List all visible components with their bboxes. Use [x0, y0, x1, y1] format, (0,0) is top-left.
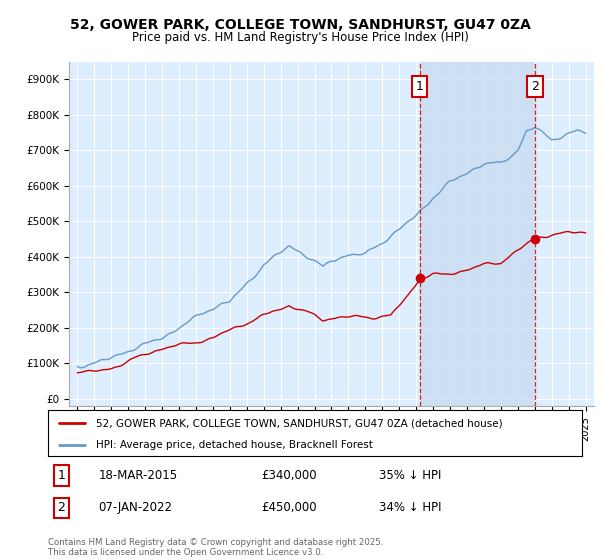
Text: HPI: Average price, detached house, Bracknell Forest: HPI: Average price, detached house, Brac…	[96, 440, 373, 450]
Text: 1: 1	[58, 469, 65, 482]
Text: 1: 1	[416, 80, 424, 93]
Text: £450,000: £450,000	[262, 501, 317, 515]
Bar	[420, 62, 535, 406]
Text: 2: 2	[58, 501, 65, 515]
Text: 2: 2	[531, 80, 539, 93]
Text: 34% ↓ HPI: 34% ↓ HPI	[379, 501, 442, 515]
Text: Price paid vs. HM Land Registry's House Price Index (HPI): Price paid vs. HM Land Registry's House …	[131, 31, 469, 44]
Text: 07-JAN-2022: 07-JAN-2022	[99, 501, 173, 515]
Text: 52, GOWER PARK, COLLEGE TOWN, SANDHURST, GU47 0ZA: 52, GOWER PARK, COLLEGE TOWN, SANDHURST,…	[70, 18, 530, 32]
Text: 35% ↓ HPI: 35% ↓ HPI	[379, 469, 442, 482]
Text: £340,000: £340,000	[262, 469, 317, 482]
Text: 52, GOWER PARK, COLLEGE TOWN, SANDHURST, GU47 0ZA (detached house): 52, GOWER PARK, COLLEGE TOWN, SANDHURST,…	[96, 418, 503, 428]
Text: Contains HM Land Registry data © Crown copyright and database right 2025.
This d: Contains HM Land Registry data © Crown c…	[48, 538, 383, 557]
Text: 18-MAR-2015: 18-MAR-2015	[99, 469, 178, 482]
